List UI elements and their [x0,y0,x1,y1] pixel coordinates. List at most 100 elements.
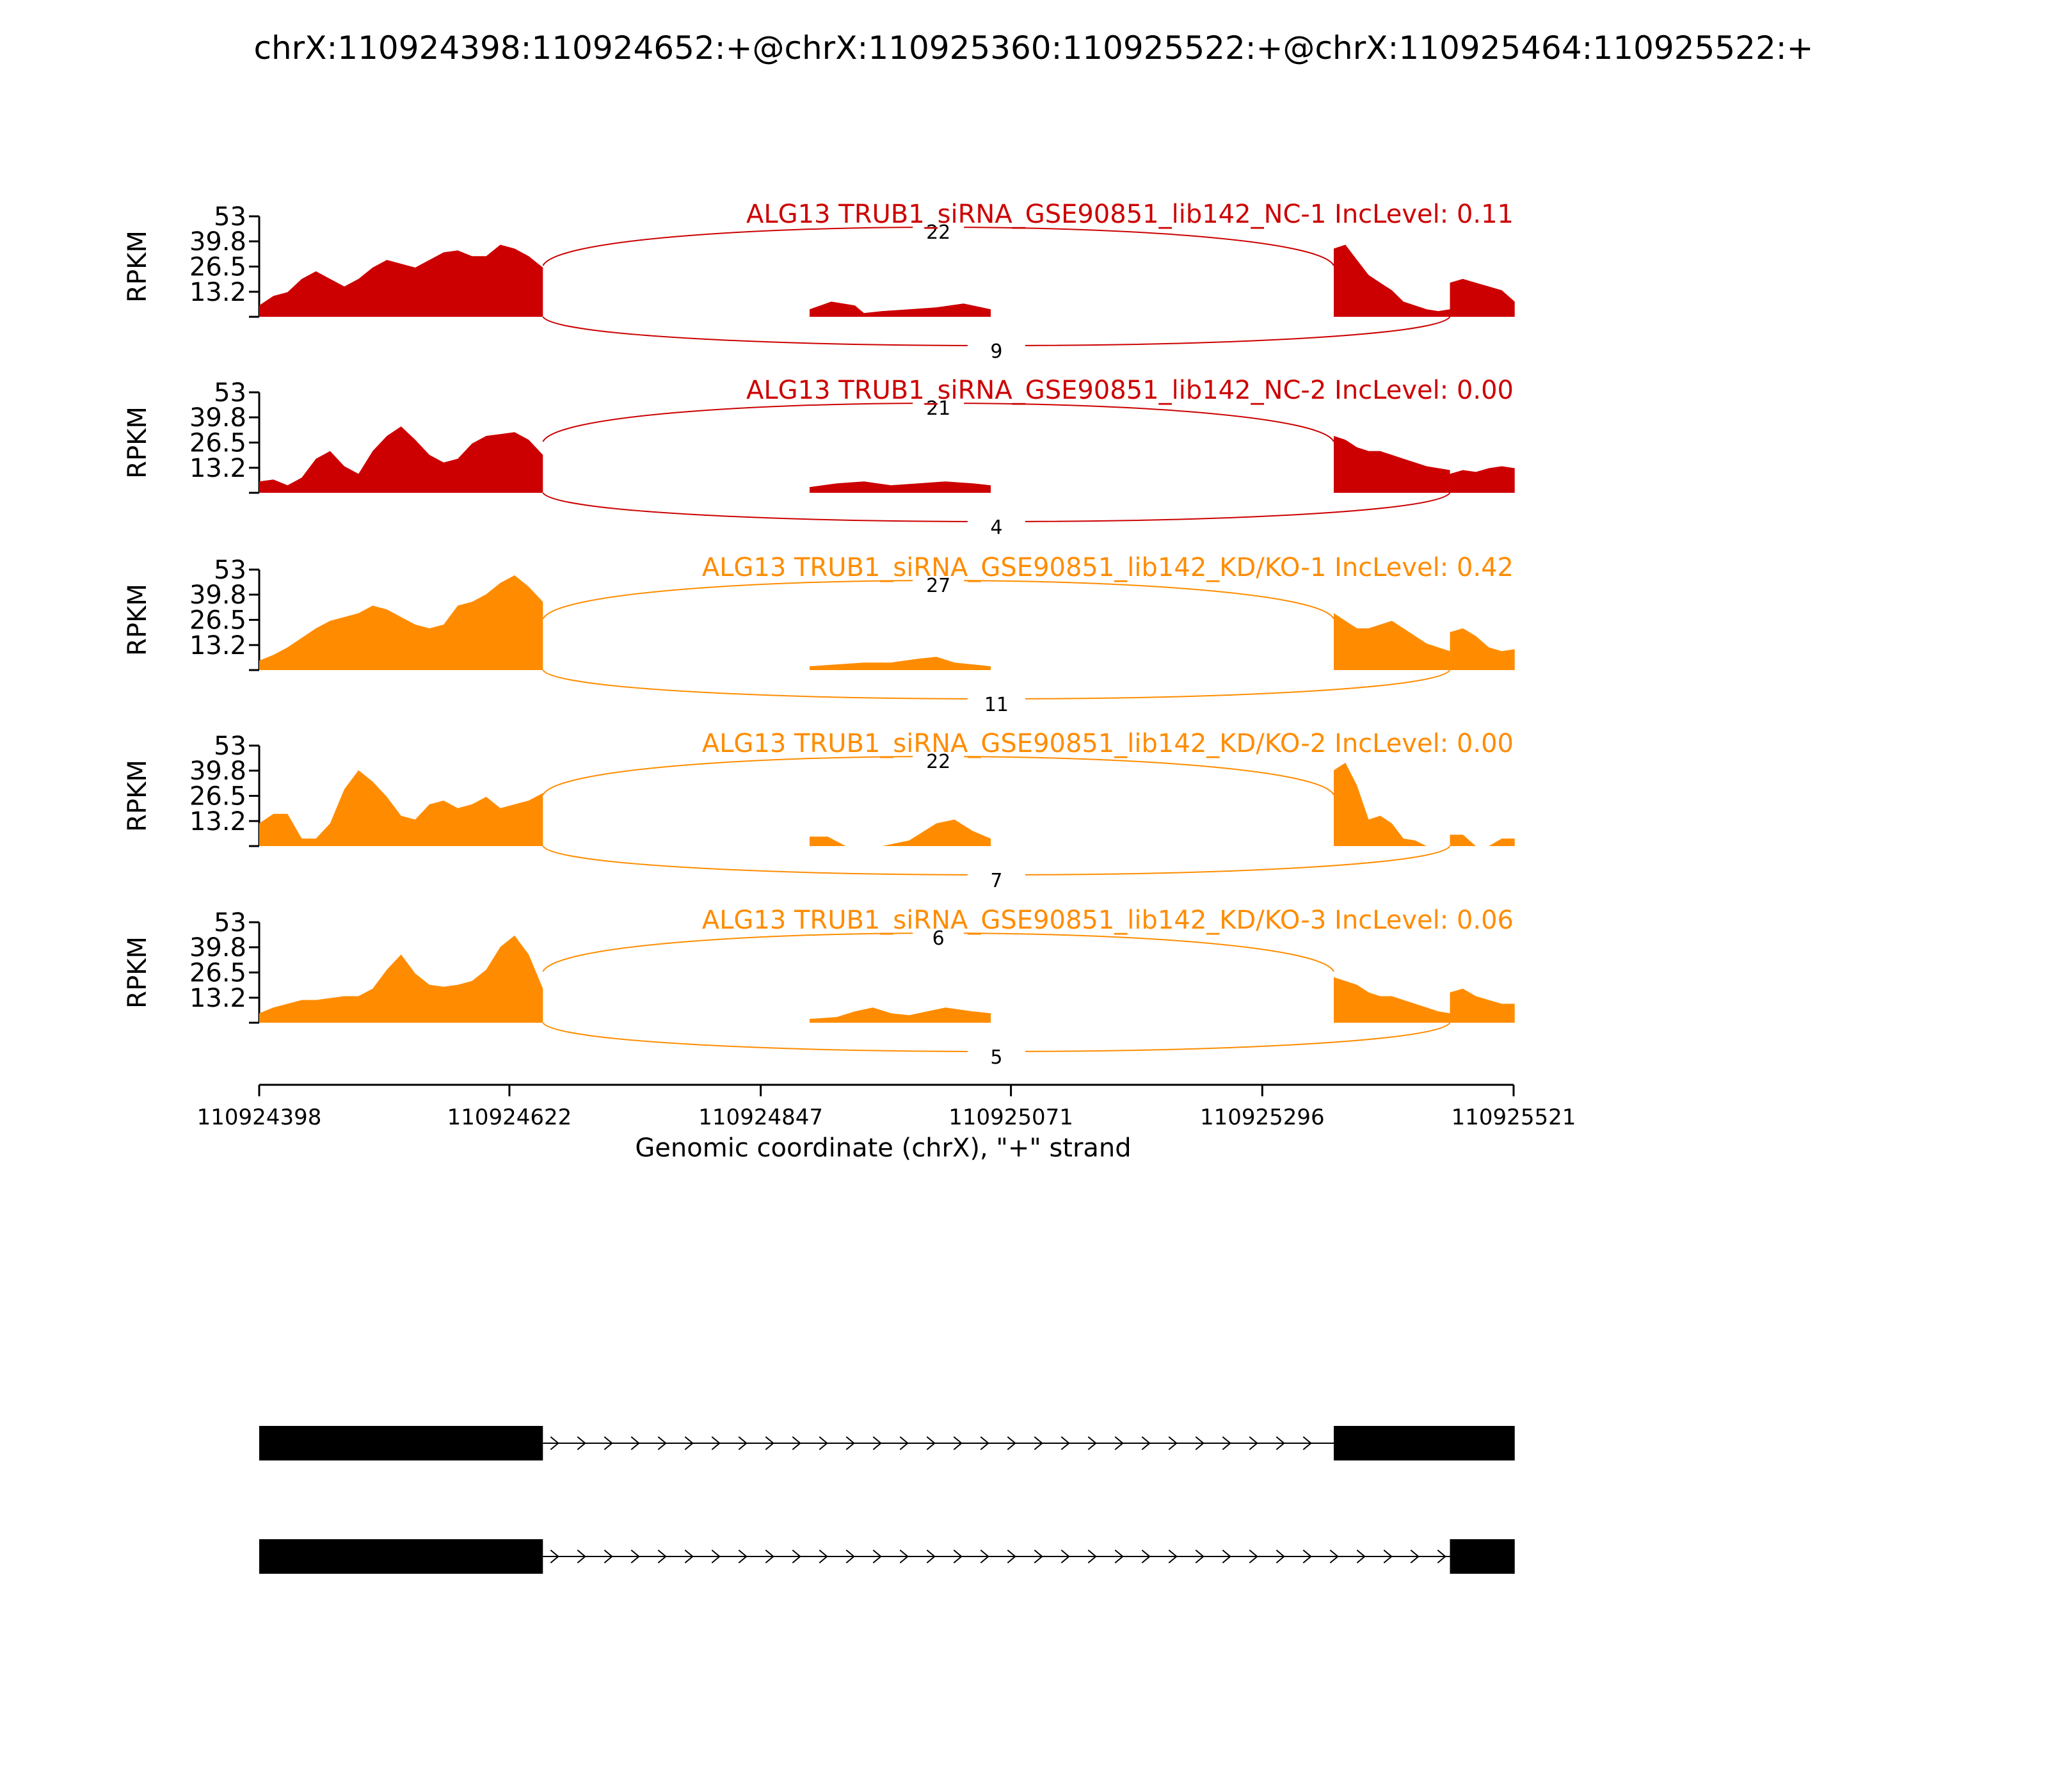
intron-arrow-icon [1168,1549,1178,1564]
coverage-area-exon2 [1334,762,1450,846]
intron-arrow-icon [630,1436,640,1450]
x-tick-label: 110925071 [948,1105,1073,1130]
intron-arrow-icon [657,1549,667,1564]
junction-count-bg [913,927,964,950]
y-tick-label: 39.8 [189,756,246,786]
junction-count-lower: 9 [990,340,1002,363]
intron-arrow-icon [1087,1549,1097,1564]
intron-arrow-icon [1168,1436,1178,1450]
gene-structure [259,1426,1515,1574]
track-label: ALG13 TRUB1_siRNA_GSE90851_lib142_NC-1 I… [746,200,1514,229]
y-axis-label: RPKM [123,230,152,303]
intron-arrow-icon [550,1549,559,1564]
junction-count-bg [967,516,1025,539]
coverage-area-exon1 [259,935,543,1023]
y-tick-label: 53 [214,556,246,585]
junction-count-bg [967,340,1025,363]
intron-arrow-icon [738,1549,748,1564]
junction-count-lower: 4 [990,516,1002,539]
intron-arrow-icon [577,1436,586,1450]
intron-arrow-icon [1141,1436,1151,1450]
y-axis-label: RPKM [123,936,152,1009]
junction-count-bg [967,1046,1025,1069]
x-axis-label: Genomic coordinate (chrX), "+" strand [635,1133,1131,1163]
intron-arrow-icon [1114,1549,1124,1564]
junction-count-bg [913,574,964,597]
coverage-area-exon2 [1334,613,1450,670]
junction-count-upper: 22 [926,221,950,244]
y-tick-label: 53 [214,202,246,232]
intron-arrow-icon [1195,1436,1204,1450]
y-tick-label: 39.8 [189,580,246,610]
y-tick-label: 53 [214,378,246,408]
intron-arrow-icon [765,1436,774,1450]
intron-arrow-icon [1060,1436,1070,1450]
coverage-area-exon3 [1450,835,1515,846]
junction-count-bg [967,693,1025,716]
y-tick-label: 13.2 [189,454,246,483]
coverage-area-intron [810,657,991,670]
intron-arrow-icon [1060,1549,1070,1564]
intron-arrow-icon [872,1436,882,1450]
intron-arrow-icon [1141,1549,1151,1564]
x-tick-label: 110924847 [698,1105,823,1130]
intron-arrow-icon [1329,1549,1339,1564]
y-axis-label: RPKM [123,760,152,832]
intron-arrow-icon [1034,1436,1043,1450]
intron-arrow-icon [1276,1436,1285,1450]
y-tick-label: 53 [214,908,246,938]
intron-arrow-icon [1302,1436,1312,1450]
y-tick-label: 26.5 [189,253,246,282]
intron-arrow-icon [953,1549,963,1564]
intron-arrow-icon [899,1549,909,1564]
junction-count-bg [913,750,964,773]
track-label: ALG13 TRUB1_siRNA_GSE90851_lib142_NC-2 I… [746,376,1514,405]
junction-count-upper: 6 [932,927,945,950]
intron-arrow-icon [738,1436,748,1450]
intron-arrow-icon [1437,1549,1446,1564]
junction-count-lower: 7 [990,870,1002,892]
coverage-area-exon3 [1450,466,1515,493]
x-axis: 110924398 110924622 110924847 110925071 1109… [197,1084,1576,1130]
coverage-area-exon3 [1450,278,1515,317]
intron-arrow-icon [630,1549,640,1564]
intron-arrow-icon [926,1436,936,1450]
intron-arrow-icon [845,1436,855,1450]
intron-arrow-icon [1034,1549,1043,1564]
intron-arrow-icon [550,1436,559,1450]
intron-arrow-icon [684,1549,694,1564]
y-tick-label: 13.2 [189,278,246,307]
y-tick-label: 39.8 [189,227,246,257]
x-tick-label: 110925296 [1200,1105,1325,1130]
junction-count-bg [913,397,964,420]
y-tick-label: 39.8 [189,403,246,433]
intron-arrow-icon [1195,1549,1204,1564]
y-tick-label: 13.2 [189,807,246,836]
junction-count-upper: 27 [926,575,950,597]
coverage-area-exon1 [259,244,543,317]
intron-arrow-icon [684,1436,694,1450]
junction-count-bg [913,221,964,244]
intron-arrow-icon [765,1549,774,1564]
coverage-area-exon2 [1334,977,1450,1023]
intron-arrow-icon [604,1436,613,1450]
intron-arrow-icon [926,1549,936,1564]
exon-block [1334,1426,1515,1460]
intron-arrow-icon [1222,1436,1231,1450]
junction-count-lower: 11 [984,694,1009,716]
intron-arrow-icon [1007,1549,1016,1564]
intron-arrow-icon [899,1436,909,1450]
y-tick-label: 26.5 [189,429,246,458]
intron-arrow-icon [845,1549,855,1564]
coverage-area-intron [810,819,991,846]
y-tick-label: 39.8 [189,933,246,963]
coverage-area-exon3 [1450,988,1515,1023]
intron-arrow-icon [792,1436,801,1450]
intron-arrow-icon [1410,1549,1420,1564]
coverage-area-intron [810,1007,991,1023]
